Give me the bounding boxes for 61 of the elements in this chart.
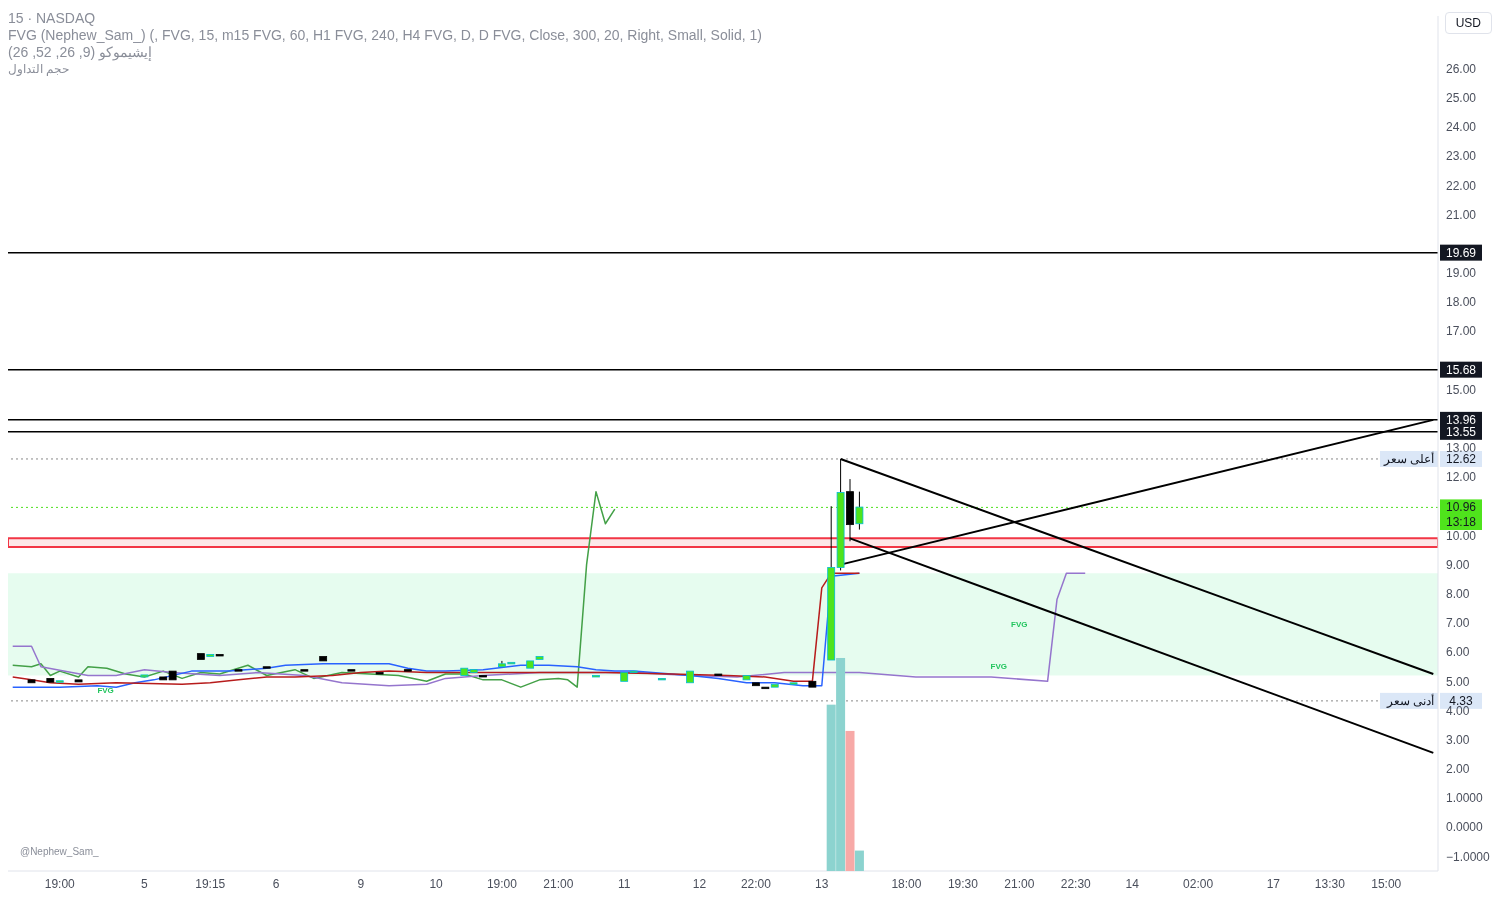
y-tick-label: 10.00: [1446, 528, 1477, 543]
ref-line-label: 12.62: [1445, 451, 1477, 466]
y-tick-label: 18.00: [1446, 295, 1477, 310]
x-tick-label: 21:00: [1004, 876, 1035, 891]
x-tick-label: 11: [617, 876, 631, 891]
ref-line-label: 10.96: [1445, 500, 1477, 515]
y-tick-label: 23.00: [1446, 149, 1477, 164]
x-tick-label: 17: [1266, 876, 1281, 891]
y-tick-label: −1.0000: [1446, 849, 1491, 864]
y-tick-label: 0.0000: [1446, 820, 1484, 835]
y-tick-label: 12.00: [1446, 470, 1477, 485]
x-tick-label: 19:15: [195, 876, 226, 891]
x-tick-label: 12: [692, 876, 707, 891]
y-tick-label: 5.00: [1446, 674, 1470, 689]
text: FVG (Nephew_Sam_) (, FVG, 15, m15 FVG, 60, H1 FVG, 240, H4 FVG, D, D FVG, Close, 300, 20, Right, Small, Solid, 1): [8, 27, 762, 44]
text: 13:18: [1440, 515, 1482, 531]
x-tick-label: 02:00: [1183, 876, 1214, 891]
y-tick-label: 3.00: [1446, 732, 1470, 747]
ref-line-label: 13.55: [1445, 424, 1477, 439]
x-tick-label: 14: [1125, 876, 1140, 891]
x-tick-label: 9: [357, 876, 365, 891]
x-tick-label: 19:00: [486, 876, 518, 891]
x-tick-label: 19:30: [947, 876, 979, 891]
x-tick-label: 15:00: [1371, 876, 1402, 891]
y-tick-label: 25.00: [1446, 90, 1477, 105]
y-tick-label: 15.00: [1446, 382, 1477, 397]
annotation: إيشيموكو (9, 26, 52, 26): [8, 44, 154, 61]
ref-line-label: 19.69: [1445, 245, 1477, 260]
y-tick-label: 26.00: [1446, 61, 1477, 76]
x-tick-label: 5: [141, 876, 149, 891]
x-tick-label: 10: [429, 876, 444, 891]
annotation: FVG: [990, 662, 1007, 672]
x-tick-label: 22:00: [740, 876, 772, 891]
x-tick-label: 19:00: [44, 876, 76, 891]
text: USD: [1444, 12, 1492, 34]
y-tick-label: 24.00: [1446, 120, 1477, 135]
y-tick-label: 17.00: [1446, 324, 1477, 339]
y-tick-label: 1.0000: [1446, 791, 1484, 806]
x-tick-label: 6: [272, 876, 280, 891]
x-tick-label: 22:30: [1060, 876, 1092, 891]
y-tick-label: 2.00: [1446, 762, 1470, 777]
ref-line-label: 15.68: [1445, 362, 1477, 377]
chart-title: 15 · NASDAQ: [8, 10, 97, 27]
x-tick-label: 21:00: [543, 876, 574, 891]
x-tick-label: 18:00: [891, 876, 922, 891]
annotation: @Nephew_Sam_: [20, 846, 99, 857]
ref-line-label: 13.96: [1445, 412, 1477, 427]
annotation: FVG: [97, 685, 114, 695]
annotation: حجم التداول: [8, 61, 71, 78]
y-tick-label: 6.00: [1446, 645, 1470, 660]
y-tick-label: 22.00: [1446, 178, 1477, 193]
annotation: أدنى سعر: [1385, 692, 1434, 708]
annotation: أعلى سعر: [1382, 450, 1434, 466]
y-tick-label: 8.00: [1446, 587, 1470, 602]
band-label: FVG: [1011, 620, 1028, 630]
y-tick-label: 7.00: [1446, 616, 1470, 631]
y-tick-label: 19.00: [1446, 266, 1477, 281]
y-tick-label: 21.00: [1446, 207, 1477, 222]
x-tick-label: 13:30: [1314, 876, 1346, 891]
y-tick-label: 9.00: [1446, 557, 1470, 572]
x-tick-label: 13: [815, 876, 829, 891]
